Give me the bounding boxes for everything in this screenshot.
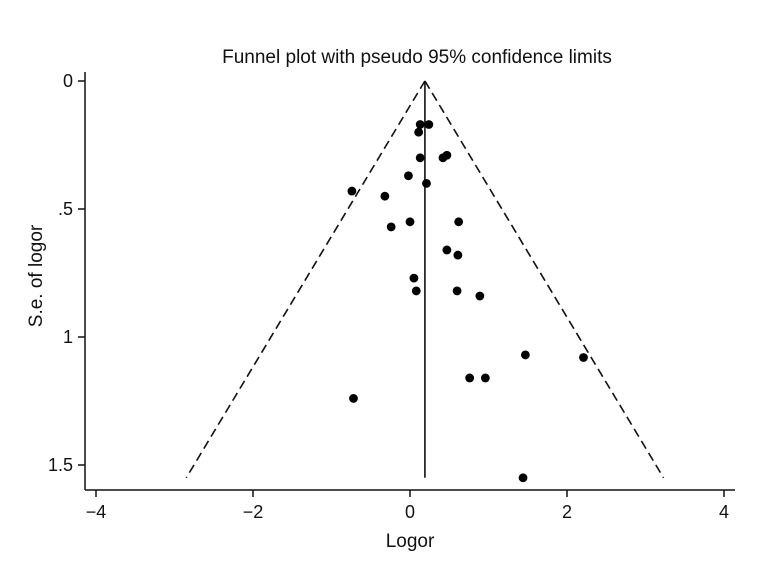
x-tick-label: 4 [719, 502, 729, 522]
study-point [380, 191, 390, 201]
study-point [452, 286, 462, 296]
study-point [520, 350, 530, 360]
study-point [415, 153, 425, 163]
y-tick-label: 1.5 [48, 455, 73, 475]
upper-confidence-limit [424, 80, 665, 479]
study-point [422, 179, 431, 188]
study-point [579, 353, 588, 362]
x-tick-label: −2 [243, 502, 264, 522]
study-point [475, 291, 485, 301]
x-tick-label: 2 [562, 502, 572, 522]
x-axis-ticks: −4 −2 0 2 4 [86, 490, 729, 522]
study-point [415, 120, 425, 129]
study-point [347, 186, 357, 196]
study-point [349, 394, 358, 403]
study-point [424, 120, 434, 129]
y-tick-label: 0 [63, 71, 73, 91]
confidence-limits [185, 80, 665, 479]
study-point [404, 171, 413, 181]
x-axis-label: Logor [386, 531, 435, 552]
study-point [442, 245, 452, 255]
y-axis-label: S.e. of logor [26, 224, 47, 327]
x-tick-label: 0 [405, 502, 415, 522]
y-tick-label: 1 [63, 327, 73, 347]
y-axis-ticks: 0 .5 1 1.5 [48, 71, 85, 475]
study-point [414, 127, 424, 137]
x-tick-label: −4 [86, 502, 107, 522]
study-point [465, 373, 475, 383]
chart-title: Funnel plot with pseudo 95% confidence l… [222, 47, 612, 68]
study-point [454, 217, 464, 227]
study-point [409, 273, 419, 283]
study-point [453, 250, 463, 260]
study-point [518, 473, 528, 483]
study-point [405, 217, 415, 227]
study-point [411, 286, 421, 296]
study-points [347, 120, 588, 483]
study-point [480, 373, 490, 383]
lower-confidence-limit [185, 80, 426, 479]
study-point [386, 222, 396, 232]
study-point [442, 150, 452, 160]
y-tick-label: .5 [58, 199, 73, 219]
